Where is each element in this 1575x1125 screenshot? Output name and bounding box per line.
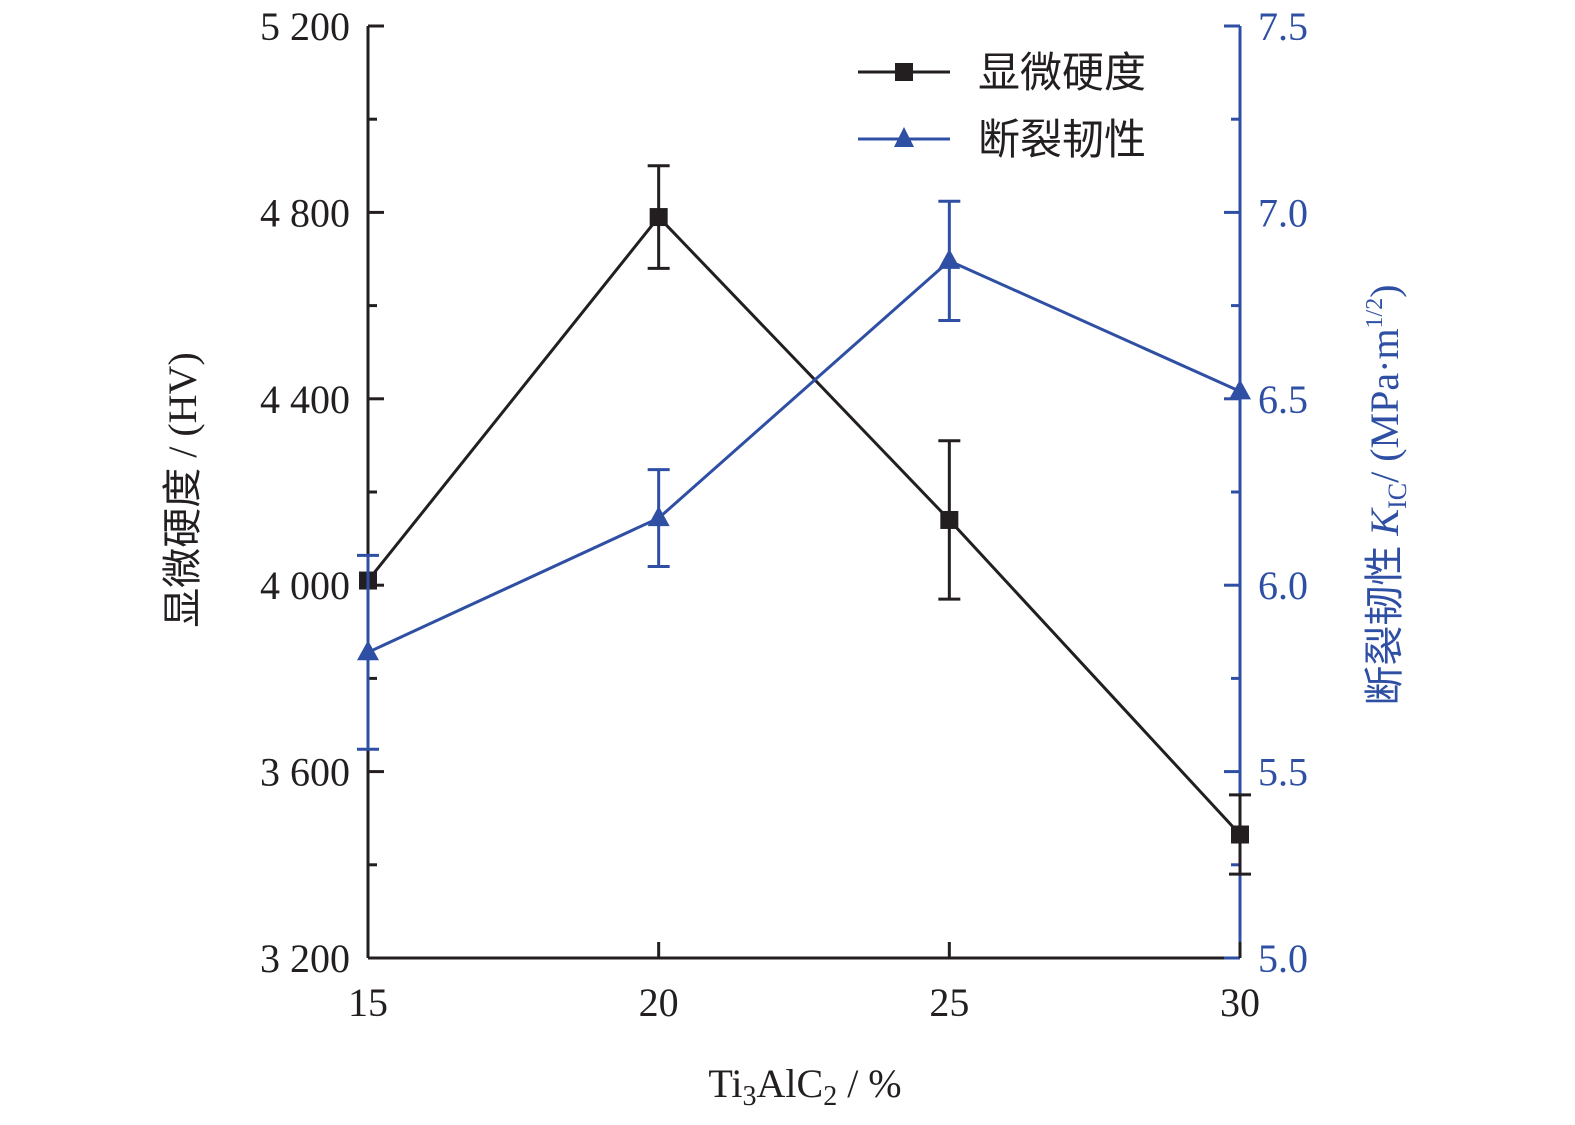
- legend: 显微硬度 断裂韧性: [858, 51, 1146, 164]
- data-point-hardness: [649, 208, 668, 227]
- legend-item-toughness: 断裂韧性: [858, 118, 1146, 164]
- data-point-toughness: [1229, 379, 1251, 400]
- legend-marker-hardness: [895, 63, 913, 81]
- data-point-toughness: [938, 248, 961, 269]
- left-y-tick-label: 5 200: [260, 4, 350, 49]
- x-tick-label: 25: [929, 980, 969, 1025]
- legend-label-hardness: 显微硬度: [978, 51, 1146, 97]
- data-point-toughness: [357, 640, 379, 661]
- series-layer: [357, 164, 1251, 876]
- left-y-tick-label: 4 800: [260, 190, 350, 235]
- data-point-hardness: [1231, 825, 1249, 844]
- right-y-axis-title: 断裂韧性 KIC/ (MPa·m1/2): [1362, 284, 1412, 705]
- left-y-tick-label: 3 600: [260, 750, 350, 795]
- series-hardness: [359, 164, 1251, 876]
- left-y-tick-label: 4 000: [260, 563, 350, 608]
- x-tick-label: 15: [348, 980, 388, 1025]
- series-toughness: [357, 199, 1251, 751]
- legend-marker-toughness: [894, 127, 914, 147]
- right-y-tick-label: 5.0: [1258, 936, 1308, 981]
- series-line-toughness: [367, 259, 1241, 654]
- right-y-tick-label: 7.5: [1258, 4, 1308, 49]
- data-point-toughness: [647, 506, 670, 527]
- right-y-tick-label: 7.0: [1258, 190, 1308, 235]
- legend-item-hardness: 显微硬度: [858, 51, 1146, 97]
- right-y-tick-label: 6.0: [1258, 563, 1308, 608]
- left-y-tick-label: 3 200: [260, 936, 350, 981]
- left-y-tick-label: 4 400: [260, 377, 350, 422]
- series-line-hardness: [366, 214, 1242, 836]
- axes: 3 200 3 600 4 000 4 400 4 800 5 200 5.0 5.5 6.0 6…: [260, 4, 1308, 1025]
- right-y-tick-label: 5.5: [1258, 750, 1308, 795]
- right-y-tick-label: 6.5: [1258, 377, 1308, 422]
- left-y-axis-title: 显微硬度 / (HV): [160, 352, 205, 628]
- data-point-hardness: [940, 510, 959, 529]
- x-axis-title: Ti3AlC2 / %: [708, 1061, 901, 1112]
- x-tick-label: 30: [1220, 980, 1260, 1025]
- x-tick-label: 20: [639, 980, 679, 1025]
- legend-label-toughness: 断裂韧性: [978, 118, 1146, 164]
